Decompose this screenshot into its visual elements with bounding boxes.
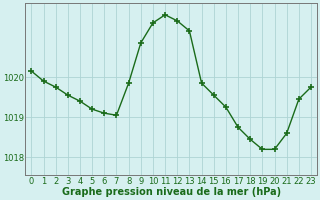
- X-axis label: Graphe pression niveau de la mer (hPa): Graphe pression niveau de la mer (hPa): [62, 187, 281, 197]
